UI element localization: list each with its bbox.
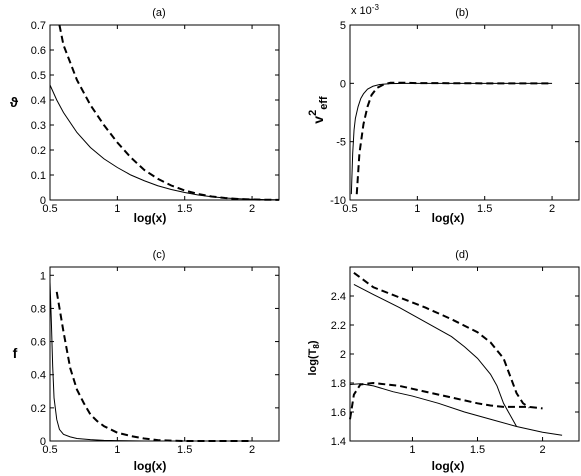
panel-c-lines <box>50 282 252 441</box>
panel-d-frame <box>350 267 579 441</box>
panel-c-ytick-label: 0.4 <box>31 370 46 382</box>
panel-a-ytick-label: 0.5 <box>31 70 46 82</box>
panel-c-title: (c) <box>153 249 166 261</box>
panel-c-ytick-label: 0.8 <box>31 303 46 315</box>
svg-text:v2eff: v2eff <box>307 96 330 124</box>
panel-c-xtick-label: 1 <box>114 444 120 456</box>
panel-a-xtick-label: 1 <box>114 203 120 215</box>
panel-c-xtick-label: 1.5 <box>177 444 192 456</box>
panel-a-xtick-label: 2 <box>249 203 255 215</box>
panel-b-frame <box>350 25 579 200</box>
panel-c-ytick-label: 0.2 <box>31 403 46 415</box>
panel-b-exponent: x 10-3 <box>351 3 379 17</box>
panel-d-ytick-label: 1.4 <box>331 436 346 448</box>
panel-a-series-2-dashed-line <box>59 25 279 200</box>
panel-b-ticks: 0.5 1 1.5 2-10-505 <box>330 20 579 215</box>
panel-a-ylabel: ϑ <box>10 94 19 110</box>
panel-a-ticks: 0.5 1 1.5 200.10.20.30.40.50.60.7 <box>31 20 279 215</box>
panel-d-xlabel: log(x) <box>432 459 465 473</box>
panel-d-xtick-label: 1 <box>409 444 415 456</box>
panel-a-ytick-label: 0.7 <box>31 20 46 32</box>
panel-a-xlabel: log(x) <box>134 211 167 225</box>
panel-a-ytick-label: 0.4 <box>31 95 46 107</box>
panel-c: (c) f log(x) 0.5 1 1.5 200.20.40.60.81 <box>13 249 279 473</box>
panel-a-ytick-label: 0.1 <box>31 170 46 182</box>
panel-d-lines <box>350 273 562 435</box>
panel-a-lines <box>50 25 279 200</box>
panel-b-xtick-label: 1 <box>414 203 420 215</box>
panel-b-ytick-label: 0 <box>340 78 346 90</box>
panel-b-xlabel: log(x) <box>432 211 465 225</box>
panel-b-xtick-label: 2 <box>549 203 555 215</box>
panel-b-ylabel: v2eff <box>307 96 330 124</box>
panel-c-xtick-label: 2 <box>249 444 255 456</box>
panel-c-ytick-label: 0.6 <box>31 337 46 349</box>
panel-d-xtick-label: 1.5 <box>470 444 485 456</box>
panel-d-ticks: 1 1.5 2 1.4 1.6 1.8 2 2.2 2.4 <box>331 267 579 456</box>
panel-d-xtick-label: 2 <box>540 444 546 456</box>
panel-c-ticks: 0.5 1 1.5 200.20.40.60.81 <box>31 267 279 456</box>
panel-c-series-1-solid-line <box>50 282 185 441</box>
panel-c-ytick-label: 0 <box>40 436 46 448</box>
panel-d-title: (d) <box>455 249 468 261</box>
svg-text:log(T8): log(T8) <box>307 340 321 375</box>
panel-b-ytick-label: -10 <box>330 195 346 207</box>
panel-c-series-2-dashed-line <box>57 292 252 441</box>
panel-b-title: (b) <box>455 7 468 19</box>
panel-a-ytick-label: 0.3 <box>31 120 46 132</box>
panel-c-ylabel: f <box>13 345 18 361</box>
panel-b-xtick-label: 1.5 <box>477 203 492 215</box>
panel-b-series-1-solid-line <box>351 83 552 194</box>
panel-c-frame <box>50 267 279 441</box>
panel-d-ytick-label: 2.2 <box>331 320 346 332</box>
panel-d-ytick-label: 2 <box>340 349 346 361</box>
panel-a-ytick-label: 0.2 <box>31 145 46 157</box>
panel-a-ytick-label: 0.6 <box>31 45 46 57</box>
panel-a-title: (a) <box>152 7 165 19</box>
panel-d-ytick-label: 2.4 <box>331 291 346 303</box>
panel-d-series-3-solid-line <box>350 384 562 435</box>
panel-b-series-2-dashed-line <box>357 83 552 194</box>
panel-d-ytick-label: 1.6 <box>331 407 346 419</box>
panel-d-series-4-dashed-line <box>350 383 543 419</box>
panel-a-xtick-label: 1.5 <box>177 203 192 215</box>
panel-a: (a) ϑ log(x) 0.5 1 1.5 200.10.20.30.40.50.6… <box>10 7 279 225</box>
panel-b: (b) x 10-3 v2eff log(x) 0.5 1 1.5 2-10-505 <box>307 3 579 225</box>
panel-b-lines <box>351 83 552 194</box>
panel-d: (d) log(T8) log(x) 1 1.5 2 1.4 1.6 1.8 2 2.2 2.4 <box>307 249 579 473</box>
panel-b-ytick-label: -5 <box>336 137 346 149</box>
panel-a-ytick-label: 0 <box>40 195 46 207</box>
panel-d-ylabel: log(T8) <box>307 340 321 375</box>
panel-b-ytick-label: 5 <box>340 20 346 32</box>
panel-a-series-1-solid-line <box>50 85 279 200</box>
panel-c-xlabel: log(x) <box>134 459 167 473</box>
panel-d-ytick-label: 1.8 <box>331 378 346 390</box>
panel-a-frame <box>50 25 279 200</box>
panel-c-ytick-label: 1 <box>40 270 46 282</box>
